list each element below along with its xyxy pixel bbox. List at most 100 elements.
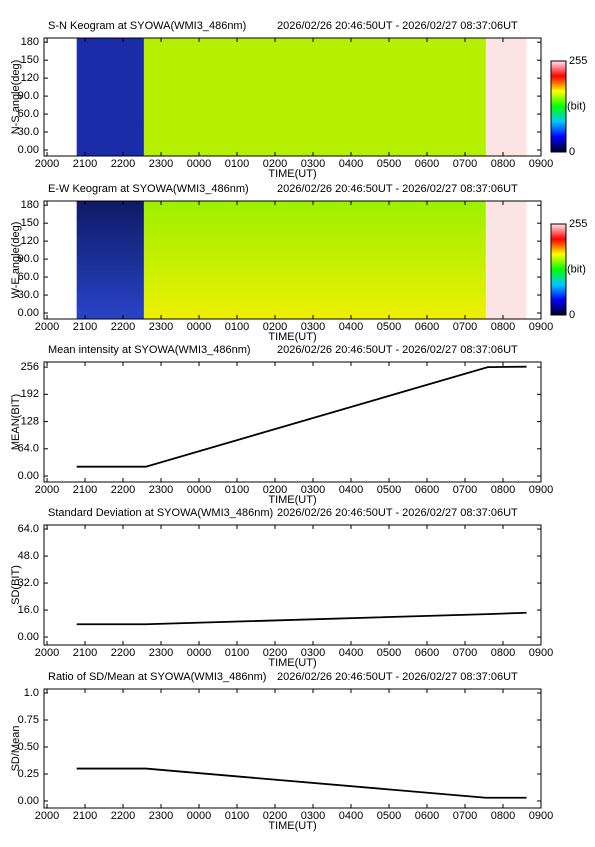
y-tick-label: 30.0	[18, 289, 39, 301]
colorbar-tick-label: 255	[569, 55, 587, 67]
x-tick-label: 0100	[225, 321, 249, 333]
x-tick-label: 0000	[187, 484, 211, 496]
panel-title: Mean intensity at SYOWA(WMI3_486nm)	[48, 344, 251, 356]
y-axis-label: W-E angle(deg)	[10, 222, 22, 299]
x-tick-label: 0400	[339, 321, 363, 333]
y-tick-label: 16.0	[18, 604, 39, 616]
panel-title: Ratio of SD/Mean at SYOWA(WMI3_486nm)	[48, 671, 266, 683]
y-tick-label: 120	[21, 72, 39, 84]
y-tick-label: 180	[21, 199, 39, 211]
x-tick-label: 2300	[149, 484, 173, 496]
y-tick-label: 150	[21, 54, 39, 66]
x-tick-label: 0000	[187, 158, 211, 170]
x-tick-label: 2100	[73, 158, 97, 170]
colorbar-tick-label: 0	[569, 146, 575, 158]
plot-frame	[43, 37, 542, 157]
x-tick-label: 0100	[225, 810, 249, 822]
x-tick-label: 0100	[225, 647, 249, 659]
x-tick-label: 2200	[111, 321, 135, 333]
x-tick-label: 0200	[263, 321, 287, 333]
x-tick-label: 0800	[491, 158, 515, 170]
panel-subtitle: 2026/02/26 20:46:50UT - 2026/02/27 08:37…	[277, 507, 518, 519]
y-tick-label: 150	[21, 217, 39, 229]
panel-subtitle: 2026/02/26 20:46:50UT - 2026/02/27 08:37…	[277, 20, 518, 32]
x-axis-label: TIME(UT)	[268, 331, 316, 343]
x-tick-label: 0100	[225, 484, 249, 496]
x-tick-label: 0300	[301, 321, 325, 333]
y-tick-label: 32.0	[18, 577, 39, 589]
y-tick-label: 0.00	[18, 307, 39, 319]
y-tick-label: 60.0	[18, 271, 39, 283]
x-tick-label: 2300	[149, 810, 173, 822]
x-tick-label: 2300	[149, 647, 173, 659]
colorbar	[550, 60, 567, 153]
colorbar	[550, 223, 567, 316]
x-tick-label: 0900	[529, 810, 553, 822]
x-tick-label: 0600	[415, 647, 439, 659]
x-tick-label: 0400	[339, 484, 363, 496]
x-tick-label: 0200	[263, 647, 287, 659]
x-tick-label: 0600	[415, 321, 439, 333]
x-tick-label: 2000	[35, 484, 59, 496]
y-tick-label: 192	[21, 388, 39, 400]
x-tick-label: 0000	[187, 810, 211, 822]
x-tick-label: 0700	[453, 647, 477, 659]
panel-title: S-N Keogram at SYOWA(WMI3_486nm)	[48, 20, 246, 32]
x-tick-label: 0600	[415, 484, 439, 496]
x-tick-label: 0600	[415, 810, 439, 822]
keogram-block	[76, 38, 144, 156]
x-tick-label: 0500	[377, 158, 401, 170]
x-tick-label: 0800	[491, 647, 515, 659]
keogram-block	[485, 201, 527, 319]
panel-title: E-W Keogram at SYOWA(WMI3_486nm)	[48, 183, 249, 195]
y-tick-label: 48.0	[18, 550, 39, 562]
y-tick-label: 0.50	[18, 741, 39, 753]
y-axis-label: MEAN(BIT)	[10, 394, 22, 450]
x-tick-label: 0400	[339, 810, 363, 822]
x-tick-label: 0200	[263, 484, 287, 496]
colorbar-tick-label: 255	[569, 218, 587, 230]
panel-subtitle: 2026/02/26 20:46:50UT - 2026/02/27 08:37…	[277, 344, 518, 356]
plot-frame	[43, 688, 542, 809]
keogram-block	[485, 38, 527, 156]
x-tick-label: 0200	[263, 158, 287, 170]
plot-frame	[43, 524, 542, 646]
x-tick-label: 0500	[377, 647, 401, 659]
y-tick-label: 1.0	[24, 687, 39, 699]
x-axis-label: TIME(UT)	[268, 820, 316, 832]
x-tick-label: 0500	[377, 321, 401, 333]
y-tick-label: 30.0	[18, 126, 39, 138]
x-tick-label: 2100	[73, 321, 97, 333]
x-tick-label: 0000	[187, 321, 211, 333]
keogram-block	[143, 38, 486, 156]
y-tick-label: 90.0	[18, 90, 39, 102]
x-tick-label: 0900	[529, 321, 553, 333]
x-tick-label: 0700	[453, 810, 477, 822]
x-tick-label: 0900	[529, 158, 553, 170]
y-tick-label: 90.0	[18, 253, 39, 265]
x-tick-label: 2100	[73, 810, 97, 822]
colorbar-tick-label: 0	[569, 309, 575, 321]
x-tick-label: 2200	[111, 484, 135, 496]
x-tick-label: 2200	[111, 810, 135, 822]
plot-frame	[43, 361, 542, 483]
x-tick-label: 0900	[529, 647, 553, 659]
y-tick-label: 120	[21, 235, 39, 247]
y-tick-label: 0.00	[18, 795, 39, 807]
x-tick-label: 0500	[377, 484, 401, 496]
colorbar-label: (bit)	[567, 263, 586, 275]
keogram-block	[143, 201, 486, 319]
data-line	[76, 365, 527, 468]
data-line	[76, 611, 527, 626]
x-tick-label: 0400	[339, 647, 363, 659]
x-tick-label: 2100	[73, 647, 97, 659]
x-tick-label: 0300	[301, 158, 325, 170]
x-tick-label: 0300	[301, 647, 325, 659]
y-axis-label: SD/Mean	[10, 726, 22, 772]
y-axis-label: N-S angle(deg)	[10, 60, 22, 135]
keogram-block	[76, 201, 144, 319]
x-tick-label: 2200	[111, 158, 135, 170]
y-tick-label: 64.0	[18, 523, 39, 535]
panel-subtitle: 2026/02/26 20:46:50UT - 2026/02/27 08:37…	[277, 183, 518, 195]
